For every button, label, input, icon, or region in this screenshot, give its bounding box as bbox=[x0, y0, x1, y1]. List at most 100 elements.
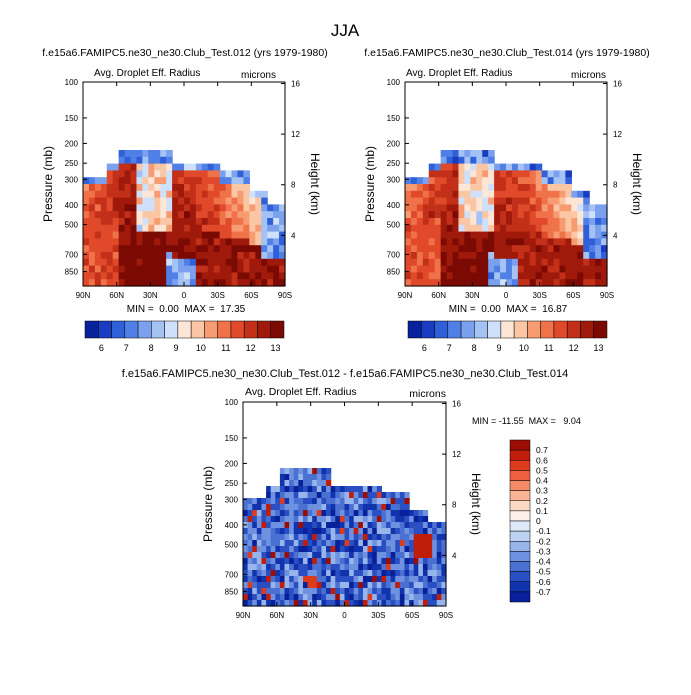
field-cell bbox=[464, 184, 471, 192]
field-cell bbox=[335, 498, 341, 505]
field-cell bbox=[436, 546, 442, 553]
colorbar-label: 9 bbox=[497, 343, 502, 353]
field-cell bbox=[523, 265, 531, 273]
field-cell bbox=[428, 218, 436, 226]
field-cell bbox=[353, 570, 359, 577]
field-cell bbox=[405, 258, 412, 267]
field-cell bbox=[267, 231, 274, 239]
field-cell bbox=[529, 211, 537, 219]
field-cell bbox=[362, 540, 369, 547]
field-cell bbox=[302, 474, 309, 481]
field-cell bbox=[432, 552, 438, 559]
field-cell bbox=[316, 516, 323, 523]
field-cell bbox=[136, 204, 144, 212]
field-cell bbox=[189, 170, 197, 178]
field-cell bbox=[213, 245, 221, 253]
field-cell bbox=[381, 528, 387, 535]
field-cell bbox=[404, 552, 410, 559]
field-cell bbox=[312, 498, 318, 505]
field-cell bbox=[112, 224, 120, 233]
field-cell bbox=[416, 177, 424, 185]
field-cell bbox=[279, 546, 286, 553]
field-cell bbox=[213, 279, 221, 287]
field-cell bbox=[390, 558, 396, 565]
field-cell bbox=[279, 474, 286, 481]
field-cell bbox=[362, 576, 369, 583]
field-cell bbox=[344, 504, 350, 511]
field-cell bbox=[595, 211, 602, 219]
field-cell bbox=[547, 252, 555, 260]
colorbar-box bbox=[137, 320, 152, 339]
field-cell bbox=[88, 197, 96, 205]
colorbar-label: 0 bbox=[536, 516, 541, 526]
field-cell bbox=[237, 190, 245, 199]
field-cell bbox=[266, 486, 272, 493]
field-cell bbox=[488, 184, 495, 192]
field-cell bbox=[261, 224, 268, 233]
field-cell bbox=[358, 552, 364, 559]
field-cell bbox=[213, 265, 221, 273]
field-cell bbox=[410, 204, 418, 212]
field-cell bbox=[213, 224, 221, 233]
field-cell bbox=[118, 211, 126, 219]
field-cell bbox=[500, 265, 507, 273]
field-cell bbox=[422, 570, 429, 577]
field-cell bbox=[261, 211, 268, 219]
field-cell bbox=[142, 252, 149, 260]
field-cell bbox=[541, 211, 549, 219]
field-cell bbox=[213, 163, 221, 171]
field-cell bbox=[106, 211, 114, 219]
field-cell bbox=[275, 522, 281, 529]
field-cell bbox=[112, 190, 120, 199]
field-cell bbox=[500, 224, 507, 233]
field-cell bbox=[231, 211, 239, 219]
field-cell bbox=[405, 231, 412, 239]
field-cell bbox=[124, 272, 132, 280]
field-cell bbox=[284, 492, 290, 499]
field-cell bbox=[446, 218, 454, 226]
field-cell bbox=[523, 211, 531, 219]
field-cell bbox=[381, 498, 387, 505]
field-cell bbox=[326, 492, 332, 499]
field-cell bbox=[523, 272, 531, 280]
field-cell bbox=[321, 480, 327, 487]
field-cell bbox=[404, 492, 410, 499]
field-cell bbox=[376, 582, 383, 589]
field-cell bbox=[601, 211, 608, 219]
field-cell bbox=[422, 204, 430, 212]
field-cell bbox=[154, 218, 161, 226]
field-cell bbox=[83, 224, 90, 233]
field-cell bbox=[553, 224, 561, 233]
field-cell bbox=[178, 231, 185, 239]
field-cell bbox=[298, 498, 304, 505]
x-tick-label: 0 bbox=[182, 291, 187, 300]
field-cell bbox=[261, 552, 267, 559]
field-cell bbox=[376, 564, 383, 571]
field-cell bbox=[335, 600, 341, 607]
field-cell bbox=[390, 522, 396, 529]
field-cell bbox=[284, 594, 290, 601]
field-cell bbox=[422, 272, 430, 280]
field-cell bbox=[349, 540, 355, 547]
field-cell bbox=[410, 231, 418, 239]
field-cell bbox=[293, 588, 299, 595]
field-cell bbox=[405, 265, 412, 273]
field-cell bbox=[404, 546, 410, 553]
field-cell bbox=[386, 588, 392, 595]
field-cell bbox=[577, 245, 584, 253]
field-cell bbox=[124, 204, 132, 212]
field-cell bbox=[413, 546, 419, 553]
field-cell bbox=[273, 265, 280, 273]
field-cell bbox=[358, 582, 364, 589]
field-cell bbox=[207, 279, 215, 287]
field-cell bbox=[559, 224, 567, 233]
field-cell bbox=[195, 224, 203, 233]
field-cell bbox=[441, 570, 447, 577]
field-cell bbox=[330, 540, 336, 547]
field-cell bbox=[243, 238, 250, 246]
field-cell bbox=[160, 252, 167, 260]
field-cell bbox=[559, 245, 567, 253]
field-cell bbox=[106, 231, 114, 239]
field-cell bbox=[500, 238, 507, 246]
field-cell bbox=[500, 170, 507, 178]
